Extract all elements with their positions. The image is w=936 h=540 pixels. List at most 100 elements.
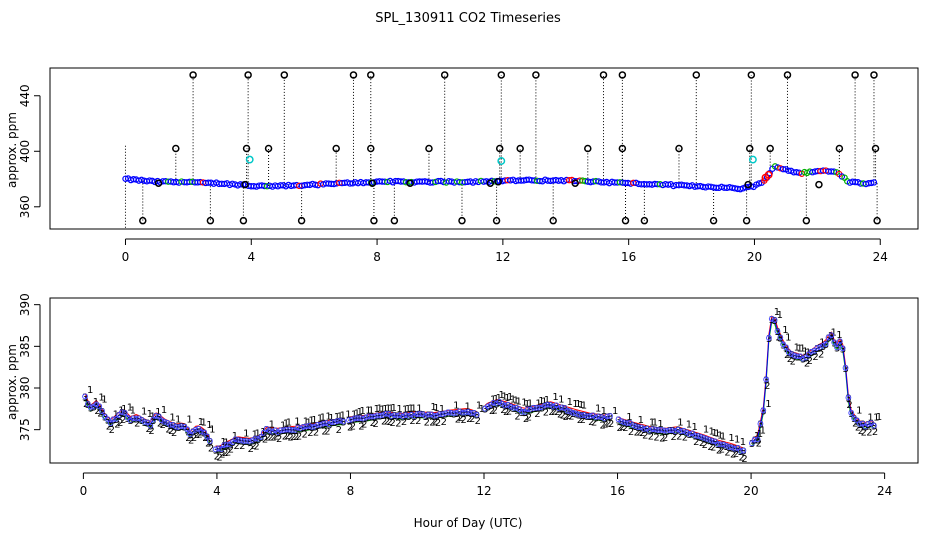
spike-marker-high — [497, 71, 506, 79]
bottom-data-point — [783, 344, 789, 351]
bottom-data-point — [499, 400, 506, 407]
bottom-data-point — [337, 417, 344, 424]
bottom-data-point — [266, 427, 273, 434]
series-2-label: 2 — [225, 447, 231, 458]
mid-marker — [495, 144, 504, 153]
bottom-data-point — [382, 410, 389, 417]
series-1-label: 1 — [796, 343, 802, 354]
series-2-label: 2 — [642, 430, 648, 441]
bottom-data-point — [485, 403, 491, 410]
series-1-label: 1 — [345, 410, 351, 421]
series-3-label: 3 — [105, 415, 111, 426]
series-3-label: 3 — [127, 416, 133, 427]
bottom-data-point — [675, 426, 682, 433]
bottom-data-point — [133, 415, 140, 422]
bottom-data-point — [269, 428, 276, 435]
series-1-label: 1 — [286, 418, 292, 429]
series-2-label: 2 — [636, 427, 642, 438]
bottom-data-point — [740, 447, 747, 454]
series-3-label: 3 — [545, 401, 551, 412]
series-2-label: 2 — [784, 350, 790, 361]
bottom-data-point — [419, 411, 426, 418]
series-3-label: 3 — [664, 427, 670, 438]
series-2-label: 2 — [563, 412, 569, 423]
series-1-label: 1 — [686, 420, 692, 431]
bottom-data-point — [695, 433, 701, 439]
spike-marker-high — [783, 71, 792, 79]
series-1-label: 1 — [510, 395, 516, 406]
series-2-label: 2 — [514, 411, 520, 422]
low-marker — [571, 179, 579, 187]
bottom-data-point — [320, 420, 327, 427]
bottom-data-point — [346, 417, 352, 424]
bottom-data-point — [340, 418, 347, 425]
bottom-data-point — [854, 417, 860, 424]
bottom-data-point — [451, 410, 457, 417]
series-2-label: 2 — [372, 419, 378, 430]
series-1-label: 1 — [527, 398, 533, 409]
series-1-label: 1 — [612, 406, 618, 417]
series-2-label: 2 — [273, 432, 279, 443]
bottom-data-point — [641, 426, 647, 432]
series-3-label: 3 — [485, 402, 491, 413]
series-3-label: 3 — [380, 411, 386, 422]
series-3-label: 3 — [794, 352, 800, 363]
series-3-label: 3 — [760, 406, 766, 417]
spike-marker-high — [189, 71, 197, 79]
bottom-data-point — [856, 420, 863, 427]
series-2-label: 2 — [492, 406, 498, 417]
series-1-label: 1 — [337, 412, 343, 423]
bottom-data-point — [581, 412, 588, 418]
bottom-data-point — [845, 394, 852, 401]
bottom-data-point — [297, 425, 304, 432]
bottom-data-point — [161, 418, 168, 425]
series-3-label: 3 — [772, 316, 778, 327]
series-3-label: 3 — [593, 413, 599, 424]
bottom-data-point — [541, 402, 548, 409]
series-1-label: 1 — [717, 431, 723, 442]
bottom-data-point — [666, 427, 673, 434]
series-1-label: 1 — [720, 431, 726, 442]
mid-marker — [242, 144, 251, 153]
spike-marker-low — [370, 216, 378, 225]
series-3-label: 3 — [511, 404, 517, 415]
bottom-data-point — [564, 407, 571, 414]
mid-marker — [766, 144, 774, 153]
bottom-data-point — [238, 437, 245, 444]
bottom-data-point — [96, 403, 103, 410]
series-2-label: 2 — [347, 423, 353, 434]
bottom-data-point — [374, 412, 381, 419]
series-1-label: 1 — [141, 406, 147, 417]
flagged-marker — [245, 155, 254, 164]
series-1-label: 1 — [711, 428, 717, 439]
bottom-data-point — [303, 423, 310, 430]
bottom-data-point — [780, 341, 787, 348]
series-3-label: 3 — [715, 440, 721, 451]
series-2-label: 2 — [560, 411, 566, 422]
series-3-label: 3 — [303, 422, 309, 433]
x-axis-title: Hour of Day (UTC) — [414, 516, 523, 530]
series-1-label: 1 — [175, 415, 181, 426]
series-2-label: 2 — [458, 413, 464, 424]
top-data-point — [229, 180, 236, 187]
series-3-label: 3 — [857, 420, 863, 431]
series-2-label: 2 — [145, 424, 151, 435]
series-3-label: 3 — [519, 408, 525, 419]
series-1-label: 1 — [359, 406, 365, 417]
series-3-label: 3 — [738, 447, 744, 458]
bottom-data-point — [380, 412, 386, 418]
series-1-label: 1 — [777, 310, 783, 321]
bottom-data-point — [836, 338, 843, 345]
series-2-label: 2 — [676, 431, 682, 442]
series-3-label: 3 — [269, 428, 275, 439]
series-2-label: 2 — [361, 419, 367, 430]
series-1-label: 1 — [760, 426, 766, 437]
series-2-label: 2 — [818, 350, 824, 361]
bottom-data-point — [871, 422, 877, 429]
series-3-label: 3 — [434, 412, 440, 423]
bottom-data-point — [113, 415, 120, 422]
series-1-label: 1 — [155, 407, 161, 418]
series-2-label: 2 — [228, 445, 234, 456]
series-3-label: 3 — [156, 413, 162, 424]
